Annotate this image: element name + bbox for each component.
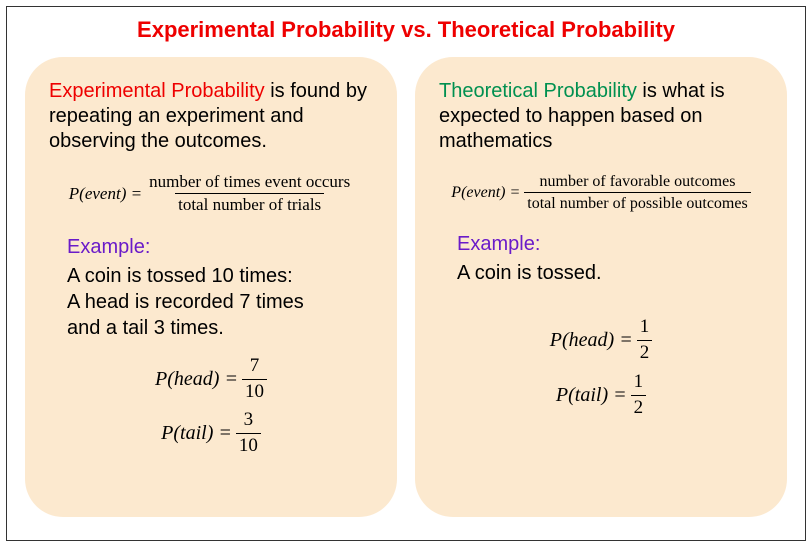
example-label: Example:	[457, 233, 763, 256]
calc-tail: P(tail) = 1 2	[439, 371, 763, 420]
experimental-definition: Experimental Probability is found by rep…	[49, 79, 373, 154]
formula-numerator: number of times event occurs	[146, 172, 353, 193]
calc-den: 2	[637, 340, 653, 365]
calc-num: 1	[631, 371, 647, 395]
calc-num: 3	[241, 409, 257, 433]
calc-fraction: 3 10	[236, 409, 261, 458]
example-line: A coin is tossed 10 times:	[67, 263, 373, 289]
theoretical-definition: Theoretical Probability is what is expec…	[439, 79, 763, 154]
calc-tail: P(tail) = 3 10	[49, 409, 373, 458]
page-title: Experimental Probability vs. Theoretical…	[25, 17, 787, 43]
formula-denominator: total number of trials	[175, 193, 324, 215]
calc-lhs: P(head) =	[155, 368, 238, 391]
example-label: Example:	[67, 236, 373, 259]
calc-fraction: 7 10	[242, 355, 267, 404]
calc-fraction: 1 2	[631, 371, 647, 420]
theoretical-formula: P(event) = number of favorable outcomes …	[439, 172, 763, 213]
formula-lhs: P(event) =	[451, 184, 520, 202]
example-line: A coin is tossed.	[457, 260, 763, 286]
calc-fraction: 1 2	[637, 316, 653, 365]
document-frame: Experimental Probability vs. Theoretical…	[6, 6, 806, 541]
example-line: and a tail 3 times.	[67, 315, 373, 341]
calc-head: P(head) = 1 2	[439, 316, 763, 365]
calc-lhs: P(tail) =	[161, 422, 232, 445]
formula-fraction: number of times event occurs total numbe…	[146, 172, 353, 216]
theoretical-term: Theoretical Probability	[439, 80, 637, 102]
experimental-card: Experimental Probability is found by rep…	[25, 57, 397, 517]
formula-denominator: total number of possible outcomes	[524, 192, 750, 213]
formula-fraction: number of favorable outcomes total numbe…	[524, 172, 750, 213]
columns-container: Experimental Probability is found by rep…	[25, 57, 787, 517]
theoretical-card: Theoretical Probability is what is expec…	[415, 57, 787, 517]
example-line: A head is recorded 7 times	[67, 289, 373, 315]
calc-num: 1	[637, 316, 653, 340]
calc-lhs: P(tail) =	[556, 384, 627, 407]
example-body: A coin is tossed.	[457, 260, 763, 286]
calc-den: 10	[236, 433, 261, 458]
calc-head: P(head) = 7 10	[49, 355, 373, 404]
example-body: A coin is tossed 10 times: A head is rec…	[67, 263, 373, 341]
calc-lhs: P(head) =	[550, 329, 633, 352]
formula-numerator: number of favorable outcomes	[537, 172, 739, 192]
experimental-term: Experimental Probability	[49, 80, 265, 102]
calc-den: 10	[242, 379, 267, 404]
calc-den: 2	[631, 395, 647, 420]
calc-num: 7	[247, 355, 263, 379]
formula-lhs: P(event) =	[69, 184, 142, 204]
experimental-formula: P(event) = number of times event occurs …	[49, 172, 373, 216]
